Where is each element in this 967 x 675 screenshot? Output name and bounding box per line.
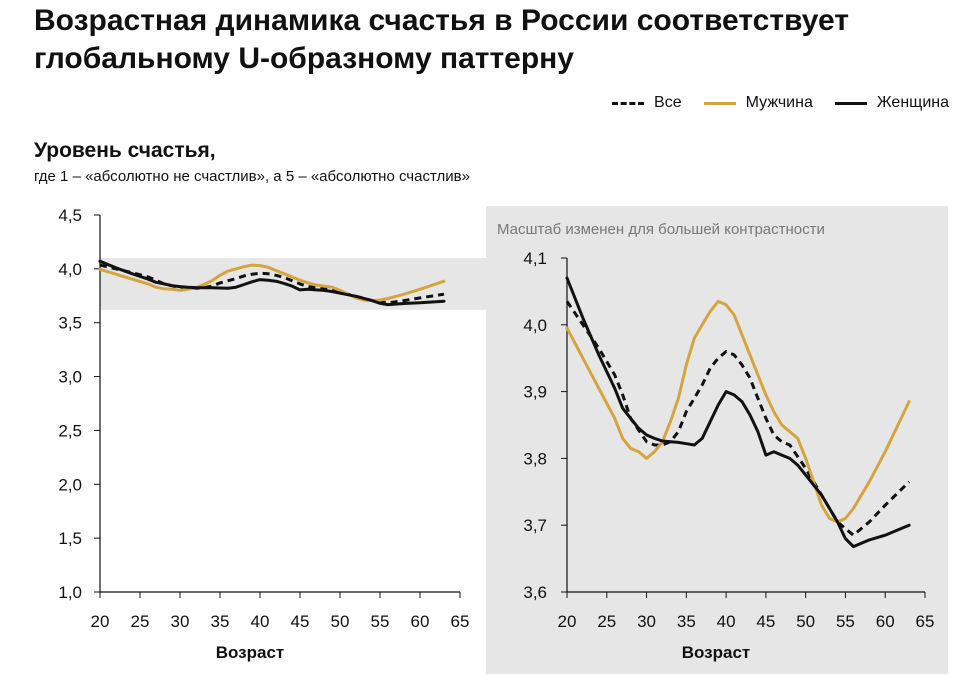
- left-chart-x-tick-label: 45: [291, 612, 310, 631]
- right-chart-x-tick-label: 60: [876, 612, 895, 631]
- right-chart-y-tick-label: 4,1: [523, 249, 547, 268]
- right-chart-x-tick-label: 65: [916, 612, 935, 631]
- zoom-note: Масштаб изменен для большей контрастност…: [497, 221, 825, 238]
- legend-item-men: Мужчина: [703, 94, 813, 112]
- right-chart-y-tick-label: 4,0: [523, 316, 547, 335]
- right-chart-x-tick-label: 45: [756, 612, 775, 631]
- left-chart-x-tick-label: 30: [171, 612, 190, 631]
- chart-subtitle: Уровень счастья,: [34, 139, 216, 162]
- right-chart-x-tick-label: 30: [637, 612, 656, 631]
- left-chart-y-tick-label: 4,0: [58, 260, 82, 279]
- left-chart-y-tick-label: 2,5: [58, 421, 82, 440]
- right-chart-x-tick-label: 55: [836, 612, 855, 631]
- legend-label-men: Мужчина: [745, 94, 813, 111]
- right-chart-y-tick-label: 3,7: [523, 516, 547, 535]
- right-chart-x-tick-label: 35: [677, 612, 696, 631]
- left-chart-y-tick-label: 3,5: [58, 314, 82, 333]
- right-chart-x-tick-label: 20: [558, 612, 577, 631]
- legend-swatch-women: [834, 101, 867, 105]
- left-chart-y-tick-label: 1,0: [58, 583, 82, 602]
- right-chart-x-tick-label: 50: [796, 612, 815, 631]
- right-chart-x-tick-label: 40: [717, 612, 736, 631]
- left-chart-x-tick-label: 35: [211, 612, 230, 631]
- legend-swatch-men: [703, 101, 736, 105]
- left-chart-x-tick-label: 60: [411, 612, 430, 631]
- chart-title: Возрастная динамика счастья в России соо…: [34, 4, 849, 75]
- left-chart-x-tick-label: 65: [451, 612, 470, 631]
- scale-note: где 1 – «абсолютно не счастлив», а 5 – «…: [34, 168, 470, 185]
- left-chart-series-line-men: [98, 263, 446, 303]
- right-chart-x-tick-label: 25: [597, 612, 616, 631]
- left-chart-y-tick-label: 4,5: [58, 206, 82, 225]
- left-chart-x-tick-label: 40: [251, 612, 270, 631]
- left-chart-x-tick-label: 20: [91, 612, 110, 631]
- left-chart-series-line-all: [99, 263, 445, 305]
- highlight-band: [100, 258, 486, 310]
- right-chart-series-line-women: [565, 276, 911, 549]
- legend-item-all: Все: [612, 94, 682, 112]
- left-chart-y-tick-label: 2,0: [58, 475, 82, 494]
- legend-item-women: Женщина: [834, 94, 949, 112]
- left-chart-series-line-women: [98, 259, 446, 307]
- left-chart-x-tick-label: 55: [371, 612, 390, 631]
- left-chart-y-tick-label: 1,5: [58, 529, 82, 548]
- zoom-panel-background: [486, 206, 948, 674]
- right-chart-series-line-all: [565, 300, 911, 537]
- right-chart-series-line-men: [565, 299, 911, 524]
- left-chart-x-tick-label: 50: [331, 612, 350, 631]
- legend: Все Мужчина Женщина: [612, 94, 949, 112]
- legend-label-all: Все: [654, 94, 682, 111]
- right-chart-y-tick-label: 3,9: [523, 383, 547, 402]
- left-chart-y-tick-label: 3,0: [58, 368, 82, 387]
- left-chart-x-tick-label: 25: [131, 612, 150, 631]
- right-chart-y-tick-label: 3,6: [523, 583, 547, 602]
- legend-label-women: Женщина: [876, 94, 949, 111]
- right-chart-y-tick-label: 3,8: [523, 449, 547, 468]
- legend-swatch-all: [612, 101, 645, 105]
- right-chart-x-axis-label: Возраст: [682, 643, 751, 662]
- left-chart-x-axis-label: Возраст: [216, 643, 285, 662]
